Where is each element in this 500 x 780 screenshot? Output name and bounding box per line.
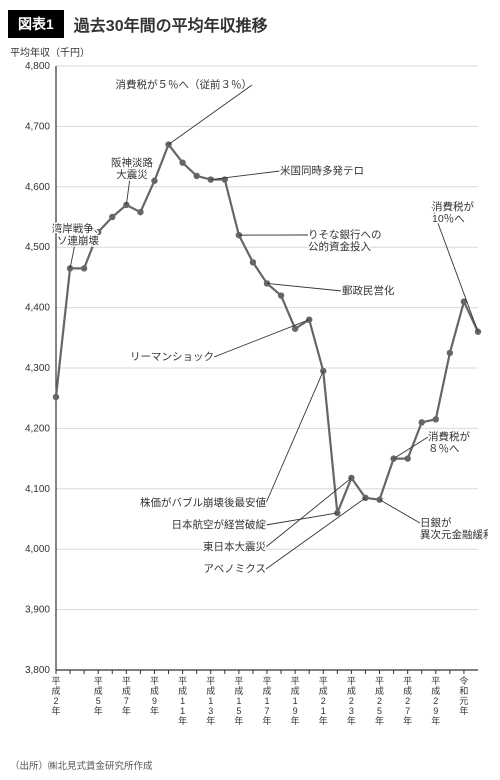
svg-text:郵政民営化: 郵政民営化 — [342, 284, 395, 297]
svg-text:阪神淡路: 阪神淡路 — [111, 156, 153, 169]
svg-text:東日本大震災: 東日本大震災 — [203, 540, 266, 553]
svg-text:平成23年: 平成23年 — [347, 676, 356, 726]
svg-text:８％へ: ８％へ — [428, 443, 460, 455]
svg-text:4,800: 4,800 — [25, 61, 50, 72]
svg-text:消費税が５％へ（従前３％）: 消費税が５％へ（従前３％） — [116, 78, 253, 91]
svg-text:平成7年: 平成7年 — [122, 676, 131, 716]
svg-text:10％へ: 10％へ — [432, 213, 465, 225]
line-chart: 3,800 3,900 4,000 4,100 4,200 4,300 4,400 4,500… — [12, 60, 488, 730]
svg-text:消費税が: 消費税が — [432, 200, 474, 213]
svg-text:平成11年: 平成11年 — [178, 676, 187, 726]
svg-text:平成25年: 平成25年 — [375, 676, 384, 726]
svg-text:3,800: 3,800 — [25, 665, 50, 676]
svg-text:りそな銀行への: りそな銀行への — [308, 228, 382, 241]
svg-text:日銀が: 日銀が — [420, 516, 452, 529]
figure-tag: 図表1 — [8, 10, 64, 38]
svg-text:平成17年: 平成17年 — [262, 676, 271, 726]
svg-text:3,900: 3,900 — [25, 605, 50, 616]
svg-text:平成5年: 平成5年 — [94, 676, 103, 716]
svg-text:株価がバブル崩壊後最安値: 株価がバブル崩壊後最安値 — [140, 496, 266, 509]
y-axis-label: 平均年収（千円） — [10, 44, 90, 59]
svg-text:米国同時多発テロ: 米国同時多発テロ — [280, 164, 364, 177]
svg-text:公的資金投入: 公的資金投入 — [308, 240, 371, 253]
svg-text:日本航空が経営破綻: 日本航空が経営破綻 — [172, 518, 267, 531]
svg-text:異次元金融緩和: 異次元金融緩和 — [420, 528, 488, 541]
svg-text:4,600: 4,600 — [25, 182, 50, 193]
svg-text:平成13年: 平成13年 — [206, 676, 215, 726]
svg-text:令和元年: 令和元年 — [459, 675, 468, 716]
svg-text:4,300: 4,300 — [25, 363, 50, 374]
svg-text:湾岸戦争、: 湾岸戦争、 — [52, 222, 105, 235]
chart-area: 3,800 3,900 4,000 4,100 4,200 4,300 4,400 4,500… — [12, 60, 488, 730]
svg-text:4,000: 4,000 — [25, 544, 50, 555]
svg-text:平成9年: 平成9年 — [150, 676, 159, 716]
svg-text:平成2年: 平成2年 — [51, 676, 60, 716]
svg-text:平成19年: 平成19年 — [291, 676, 300, 726]
chart-title: 過去30年間の平均年収推移 — [74, 12, 268, 36]
svg-text:リーマンショック: リーマンショック — [130, 351, 214, 363]
svg-text:アベノミクス: アベノミクス — [204, 563, 266, 575]
svg-text:平成27年: 平成27年 — [403, 676, 412, 726]
svg-text:平成21年: 平成21年 — [319, 676, 328, 726]
svg-text:平成29年: 平成29年 — [431, 676, 440, 726]
svg-text:大震災: 大震災 — [116, 168, 148, 181]
svg-text:平成15年: 平成15年 — [234, 676, 243, 726]
svg-text:4,100: 4,100 — [25, 484, 50, 495]
svg-text:ソ連崩壊: ソ連崩壊 — [57, 234, 99, 247]
source-note: （出所）㈱北見式賃金研究所作成 — [10, 758, 153, 772]
svg-text:4,400: 4,400 — [25, 303, 50, 314]
svg-text:4,200: 4,200 — [25, 423, 50, 434]
svg-text:4,500: 4,500 — [25, 242, 50, 253]
svg-text:消費税が: 消費税が — [428, 430, 470, 443]
svg-text:4,700: 4,700 — [25, 121, 50, 132]
